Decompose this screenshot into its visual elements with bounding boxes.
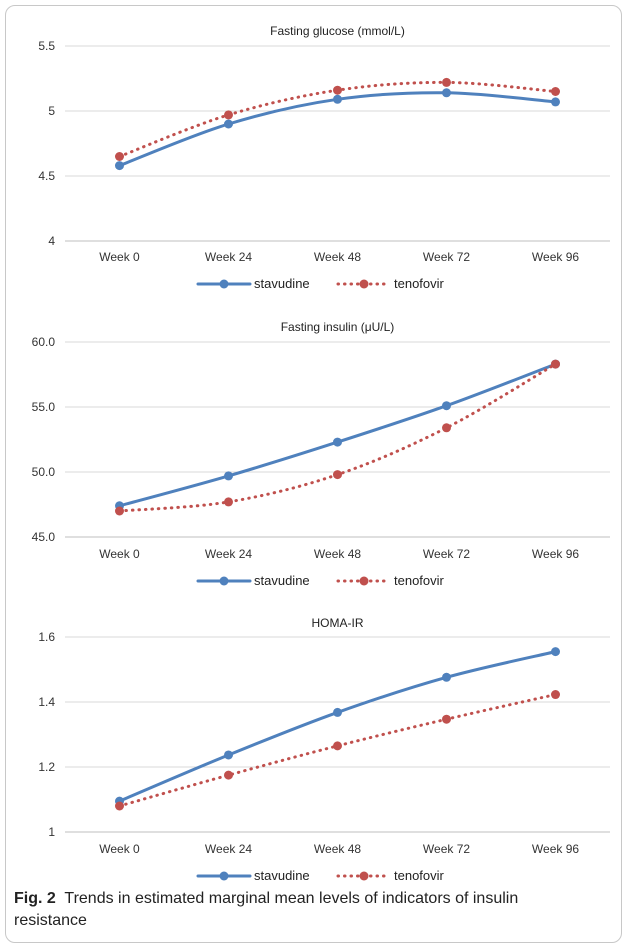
data-point-stavudine xyxy=(224,750,233,760)
y-tick-label: 5.5 xyxy=(38,39,55,53)
data-point-stavudine xyxy=(115,161,124,171)
data-point-stavudine xyxy=(551,97,560,107)
data-point-tenofovir xyxy=(333,470,342,480)
y-tick-label: 1.6 xyxy=(38,630,55,644)
data-point-stavudine xyxy=(333,437,342,447)
chart-1: Fasting glucose (mmol/L) 4 4.5 5 5.5 Week 0 We… xyxy=(38,24,610,291)
data-point-tenofovir xyxy=(442,423,451,433)
data-point-tenofovir xyxy=(115,506,124,516)
y-tick-label: 1.2 xyxy=(38,760,55,774)
data-point-stavudine xyxy=(333,94,342,104)
caption-label: Fig. 2 xyxy=(14,890,56,907)
figure-caption: Fig. 2 Trends in estimated marginal mean… xyxy=(14,888,594,932)
data-point-tenofovir xyxy=(224,497,233,507)
chart-title: HOMA-IR xyxy=(312,616,364,630)
data-point-tenofovir xyxy=(551,359,560,369)
legend-label-tenofovir: tenofovir xyxy=(394,276,445,291)
y-tick-label: 5 xyxy=(48,104,55,118)
x-tick-label: Week 0 xyxy=(99,842,140,856)
legend-marker-tenofovir xyxy=(359,279,369,289)
data-point-tenofovir xyxy=(442,77,451,87)
x-tick-label: Week 96 xyxy=(532,842,579,856)
chart-3: HOMA-IR 1 1.2 1.4 1.6 Week 0 Week 24 Week 48 Wee… xyxy=(38,616,610,883)
x-tick-label: Week 48 xyxy=(314,250,361,264)
legend-label-stavudine: stavudine xyxy=(254,868,310,883)
y-tick-label: 4 xyxy=(48,234,55,248)
series-line-stavudine xyxy=(118,362,557,508)
legend-marker-stavudine xyxy=(219,576,229,586)
data-point-tenofovir xyxy=(333,741,342,751)
data-point-stavudine xyxy=(442,672,451,682)
data-point-tenofovir xyxy=(224,770,233,780)
chart-2: Fasting insulin (μU/L) 45.0 50.0 55.0 60.0 We… xyxy=(32,320,610,588)
legend-marker-tenofovir xyxy=(359,871,369,881)
x-tick-label: Week 24 xyxy=(205,250,252,264)
legend-marker-tenofovir xyxy=(359,576,369,586)
legend-label-stavudine: stavudine xyxy=(254,573,310,588)
x-tick-label: Week 96 xyxy=(532,250,579,264)
x-tick-label: Week 72 xyxy=(423,250,470,264)
legend-label-tenofovir: tenofovir xyxy=(394,868,445,883)
x-tick-label: Week 48 xyxy=(314,547,361,561)
figure-frame xyxy=(5,5,622,943)
data-point-stavudine xyxy=(224,119,233,129)
data-point-stavudine xyxy=(442,88,451,98)
data-point-tenofovir xyxy=(442,714,451,724)
x-tick-label: Week 72 xyxy=(423,547,470,561)
chart-title: Fasting glucose (mmol/L) xyxy=(270,24,405,38)
legend-marker-stavudine xyxy=(219,279,229,289)
x-tick-label: Week 48 xyxy=(314,842,361,856)
data-point-stavudine xyxy=(333,707,342,717)
y-tick-label: 50.0 xyxy=(32,465,56,479)
legend-label-tenofovir: tenofovir xyxy=(394,573,445,588)
data-point-tenofovir xyxy=(224,110,233,120)
x-tick-label: Week 24 xyxy=(205,842,252,856)
data-point-tenofovir xyxy=(551,87,560,96)
x-tick-label: Week 0 xyxy=(99,547,140,561)
y-tick-label: 45.0 xyxy=(32,530,56,544)
x-tick-label: Week 72 xyxy=(423,842,470,856)
data-point-tenofovir xyxy=(115,801,124,811)
data-point-stavudine xyxy=(551,647,560,657)
data-point-tenofovir xyxy=(551,690,560,700)
chart-title: Fasting insulin (μU/L) xyxy=(281,320,395,334)
data-point-tenofovir xyxy=(333,85,342,95)
y-tick-label: 1.4 xyxy=(38,695,55,709)
series-line-stavudine xyxy=(118,650,557,803)
data-point-tenofovir xyxy=(115,152,124,161)
x-tick-label: Week 0 xyxy=(99,250,140,264)
data-point-stavudine xyxy=(442,401,451,411)
y-tick-label: 55.0 xyxy=(32,400,56,414)
data-point-stavudine xyxy=(224,471,233,481)
legend-label-stavudine: stavudine xyxy=(254,276,310,291)
x-tick-label: Week 96 xyxy=(532,547,579,561)
y-tick-label: 60.0 xyxy=(32,335,56,349)
legend-marker-stavudine xyxy=(219,871,229,881)
y-tick-label: 1 xyxy=(48,825,55,839)
x-tick-label: Week 24 xyxy=(205,547,252,561)
caption-text: Trends in estimated marginal mean levels… xyxy=(14,890,519,929)
y-tick-label: 4.5 xyxy=(38,169,55,183)
